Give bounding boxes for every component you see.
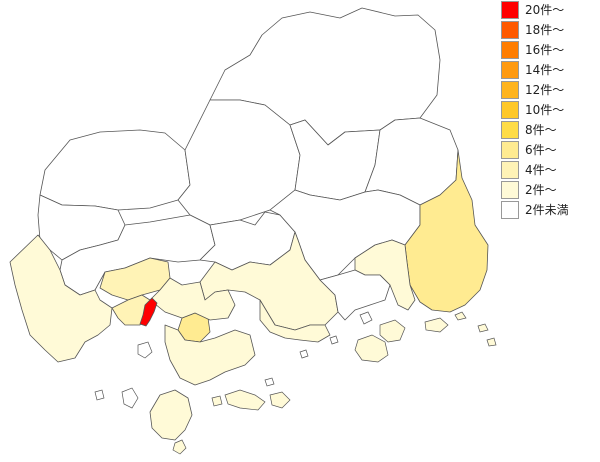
- region-city-south-2: [149, 277, 236, 321]
- legend-label: 4件～: [525, 163, 557, 177]
- region-city-central: [139, 297, 158, 327]
- legend-swatch: [501, 201, 519, 219]
- legend-item: 8件～: [501, 120, 600, 140]
- region-south-west: [9, 234, 113, 363]
- legend-item: 6件～: [501, 140, 600, 160]
- legend-item: 20件～: [501, 0, 600, 20]
- legend-item: 4件～: [501, 160, 600, 180]
- region-east-south-2: [319, 269, 391, 321]
- legend-swatch: [501, 1, 519, 19]
- legend-item: 14件～: [501, 60, 600, 80]
- legend-swatch: [501, 101, 519, 119]
- legend-label: 10件～: [525, 103, 565, 117]
- legend-label: 6件～: [525, 143, 557, 157]
- legend: 20件～ 18件～ 16件～ 14件～ 12件～ 10件～ 8件～ 6件～ 4件～ 2件～ 2件未満: [501, 0, 600, 220]
- legend-swatch: [501, 141, 519, 159]
- legend-label: 8件～: [525, 123, 557, 137]
- islands-white: [94, 311, 373, 409]
- legend-label: 18件～: [525, 23, 565, 37]
- legend-label: 16件～: [525, 43, 565, 57]
- legend-swatch: [501, 61, 519, 79]
- legend-label: 20件～: [525, 3, 565, 17]
- legend-item: 10件～: [501, 100, 600, 120]
- legend-swatch: [501, 121, 519, 139]
- region-south-peninsula: [149, 389, 193, 441]
- legend-label: 14件～: [525, 63, 565, 77]
- islands-east: [424, 311, 497, 347]
- legend-swatch: [501, 81, 519, 99]
- legend-item: 12件～: [501, 80, 600, 100]
- legend-swatch: [501, 161, 519, 179]
- region-far-east: [404, 149, 489, 313]
- legend-item: 2件～: [501, 180, 600, 200]
- region-north-west: [39, 129, 191, 211]
- islands-south: [172, 319, 406, 455]
- legend-label: 12件～: [525, 83, 565, 97]
- region-east-south: [259, 299, 331, 343]
- legend-label: 2件～: [525, 183, 557, 197]
- legend-item: 2件未満: [501, 200, 600, 220]
- legend-item: 18件～: [501, 20, 600, 40]
- legend-swatch: [501, 181, 519, 199]
- region-city-south: [164, 324, 256, 386]
- legend-swatch: [501, 21, 519, 39]
- legend-item: 16件～: [501, 40, 600, 60]
- legend-label: 2件未満: [525, 203, 569, 217]
- legend-swatch: [501, 41, 519, 59]
